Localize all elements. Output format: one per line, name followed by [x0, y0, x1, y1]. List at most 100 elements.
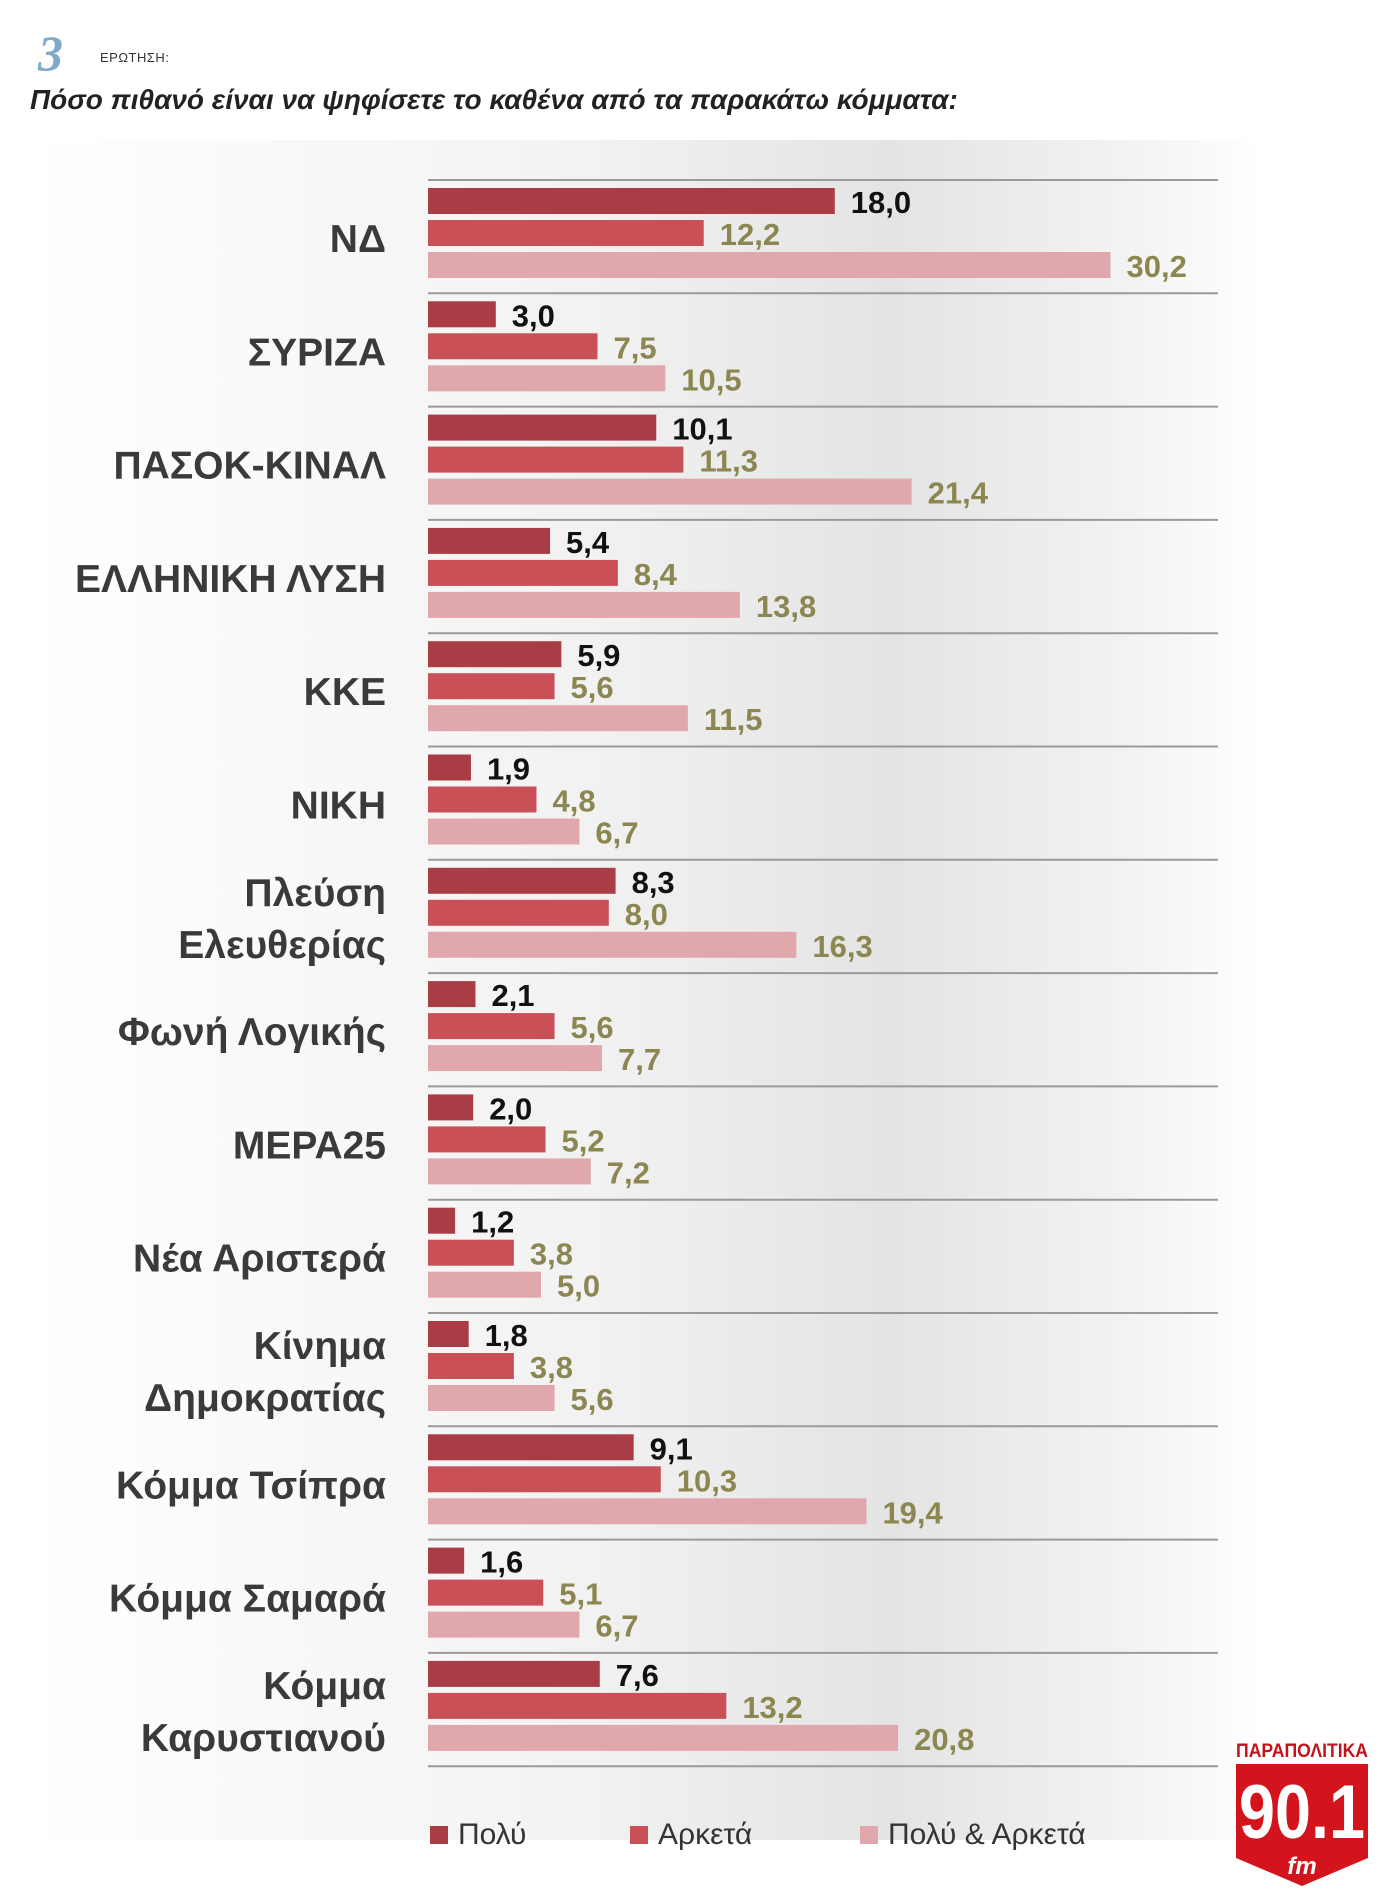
- logo-suffix: fm: [1287, 1853, 1316, 1880]
- bar-polu-arketa-ελληνικη-λυση: [428, 591, 740, 618]
- bar-polu-κκε: [428, 641, 562, 668]
- bar-arketa-κόμμα-σαμαρά: [428, 1579, 544, 1606]
- bar-polu-arketa-φωνή-λογικής: [428, 1045, 603, 1072]
- bar-polu-πασοκ-κιναλ: [428, 414, 657, 441]
- bar-polu-arketa-κκε: [428, 705, 688, 732]
- value-label-arketa: 12,2: [720, 217, 780, 252]
- bar-arketa-κόμμα-τσίπρα: [428, 1466, 661, 1493]
- bar-polu-κόμμα-σαμαρά: [428, 1547, 465, 1574]
- value-label-arketa: 5,1: [559, 1577, 602, 1612]
- party-label: Καρυστιανού: [141, 1717, 386, 1760]
- legend-label-arketa: Αρκετά: [658, 1818, 753, 1851]
- value-label-polu: 1,9: [487, 752, 530, 787]
- party-label: ΣΥΡΙΖΑ: [248, 331, 386, 374]
- bar-polu-νέα-αριστερά: [428, 1207, 456, 1234]
- value-label-polu: 1,6: [480, 1545, 523, 1580]
- legend-swatch-arketa: [630, 1826, 648, 1844]
- bar-polu-arketa-μερα25: [428, 1158, 591, 1185]
- bar-arketa-νικη: [428, 786, 537, 813]
- bar-chart: ΝΔ 18,0 12,2 30,2 ΣΥΡΙΖΑ 3,0 7,5 10,5 ΠΑΣΟΚ-ΚΙΝΑ…: [75, 179, 1218, 1768]
- legend-item-arketa: Αρκετά: [630, 1818, 752, 1852]
- bar-polu-arketa-κίνημα-δημοκρατίας: [428, 1385, 555, 1411]
- value-label-polu: 9,1: [650, 1431, 693, 1466]
- legend-swatch-polu: [430, 1826, 448, 1844]
- bar-polu-νδ: [428, 188, 835, 214]
- bar-polu-arketa-κόμμα-σαμαρά: [428, 1611, 580, 1638]
- bar-polu-μερα25: [428, 1094, 474, 1121]
- bar-arketa-πλεύση-ελευθερίας: [428, 899, 609, 926]
- party-label: Πλεύση: [244, 872, 386, 915]
- value-label-polu: 5,9: [577, 638, 620, 673]
- value-label-polu: 5,4: [566, 525, 610, 560]
- legend-label-polu: Πολύ: [458, 1818, 527, 1851]
- bar-arketa-κκε: [428, 673, 555, 700]
- logo-brand-text: ΠΑΡΑΠΟΛΙΤΙΚΑ: [1236, 1741, 1368, 1762]
- party-label: ΝΙΚΗ: [291, 785, 386, 828]
- party-label: Κόμμα Τσίπρα: [116, 1464, 386, 1507]
- bar-polu-arketa-νικη: [428, 818, 580, 845]
- bar-arketa-μερα25: [428, 1126, 546, 1153]
- bar-polu-φωνή-λογικής: [428, 981, 476, 1008]
- legend-label-polu-arketa: Πολύ & Αρκετά: [888, 1818, 1086, 1851]
- party-label: Κόμμα Σαμαρά: [109, 1578, 386, 1621]
- bar-polu-κόμμα-καρυστιανού: [428, 1660, 600, 1687]
- bar-polu-κίνημα-δημοκρατίας: [428, 1321, 469, 1347]
- bar-polu-κόμμα-τσίπρα: [428, 1434, 634, 1461]
- bar-arketa-κόμμα-καρυστιανού: [428, 1692, 727, 1719]
- value-label-polu-arketa: 19,4: [882, 1495, 943, 1530]
- bar-polu-arketa-συριζα: [428, 365, 666, 392]
- party-label: Δημοκρατίας: [144, 1377, 386, 1420]
- value-label-polu-arketa: 20,8: [914, 1722, 974, 1757]
- bar-arketa-νέα-αριστερά: [428, 1239, 514, 1266]
- bar-arketa-συριζα: [428, 333, 598, 360]
- value-label-arketa: 10,3: [677, 1463, 737, 1498]
- value-label-polu-arketa: 30,2: [1127, 249, 1187, 284]
- bar-polu-συριζα: [428, 301, 496, 328]
- value-label-polu-arketa: 16,3: [812, 929, 872, 964]
- value-label-polu: 1,8: [485, 1318, 528, 1353]
- bar-polu-arketa-πλεύση-ελευθερίας: [428, 931, 797, 958]
- party-label: ΕΛΛΗΝΙΚΗ ΛΥΣΗ: [75, 558, 386, 601]
- legend-swatch-polu-arketa: [860, 1826, 878, 1844]
- value-label-arketa: 11,3: [699, 444, 758, 479]
- party-label: ΝΔ: [330, 218, 386, 261]
- value-label-polu: 8,3: [632, 865, 675, 900]
- party-label: ΜΕΡΑ25: [233, 1124, 386, 1167]
- value-label-arketa: 3,8: [530, 1237, 573, 1272]
- bar-arketa-φωνή-λογικής: [428, 1013, 555, 1040]
- party-label: Νέα Αριστερά: [133, 1238, 386, 1281]
- bar-polu-arketa-νέα-αριστερά: [428, 1271, 541, 1298]
- legend-item-polu-arketa: Πολύ & Αρκετά: [860, 1818, 1086, 1852]
- value-label-polu-arketa: 6,7: [595, 1609, 638, 1644]
- value-label-polu-arketa: 13,8: [756, 589, 816, 624]
- bar-polu-arketa-κόμμα-καρυστιανού: [428, 1724, 899, 1751]
- party-label: Κόμμα: [263, 1665, 386, 1708]
- value-label-polu-arketa: 11,5: [704, 702, 763, 737]
- bar-polu-νικη: [428, 754, 471, 781]
- legend-item-polu: Πολύ: [430, 1818, 526, 1852]
- value-label-arketa: 5,6: [571, 670, 614, 705]
- value-label-polu: 2,1: [491, 978, 534, 1013]
- value-label-polu: 1,2: [471, 1205, 514, 1240]
- value-label-polu-arketa: 7,2: [607, 1155, 650, 1190]
- chart-title: Πόσο πιθανό είναι να ψηφίσετε το καθένα …: [30, 84, 958, 115]
- value-label-polu-arketa: 7,7: [618, 1042, 661, 1077]
- logo-top-band: [1232, 1738, 1372, 1762]
- party-label: ΠΑΣΟΚ-ΚΙΝΑΛ: [113, 445, 386, 488]
- value-label-polu: 18,0: [851, 185, 911, 220]
- value-label-arketa: 13,2: [742, 1690, 802, 1725]
- value-label-polu: 3,0: [512, 298, 555, 333]
- value-label-arketa: 8,4: [634, 557, 678, 592]
- bar-arketa-νδ: [428, 220, 704, 246]
- value-label-polu-arketa: 10,5: [681, 362, 741, 397]
- value-label-polu: 10,1: [672, 412, 732, 447]
- bar-polu-ελληνικη-λυση: [428, 527, 551, 554]
- question-label: ΕΡΩΤΗΣΗ:: [100, 50, 170, 65]
- value-label-arketa: 5,2: [562, 1123, 605, 1158]
- logo-shield: [1236, 1764, 1368, 1886]
- value-label-arketa: 5,6: [571, 1010, 614, 1045]
- bar-arketa-κίνημα-δημοκρατίας: [428, 1353, 514, 1379]
- party-label: Ελευθερίας: [178, 924, 386, 967]
- value-label-polu-arketa: 5,6: [571, 1382, 614, 1417]
- value-label-polu-arketa: 6,7: [595, 816, 638, 851]
